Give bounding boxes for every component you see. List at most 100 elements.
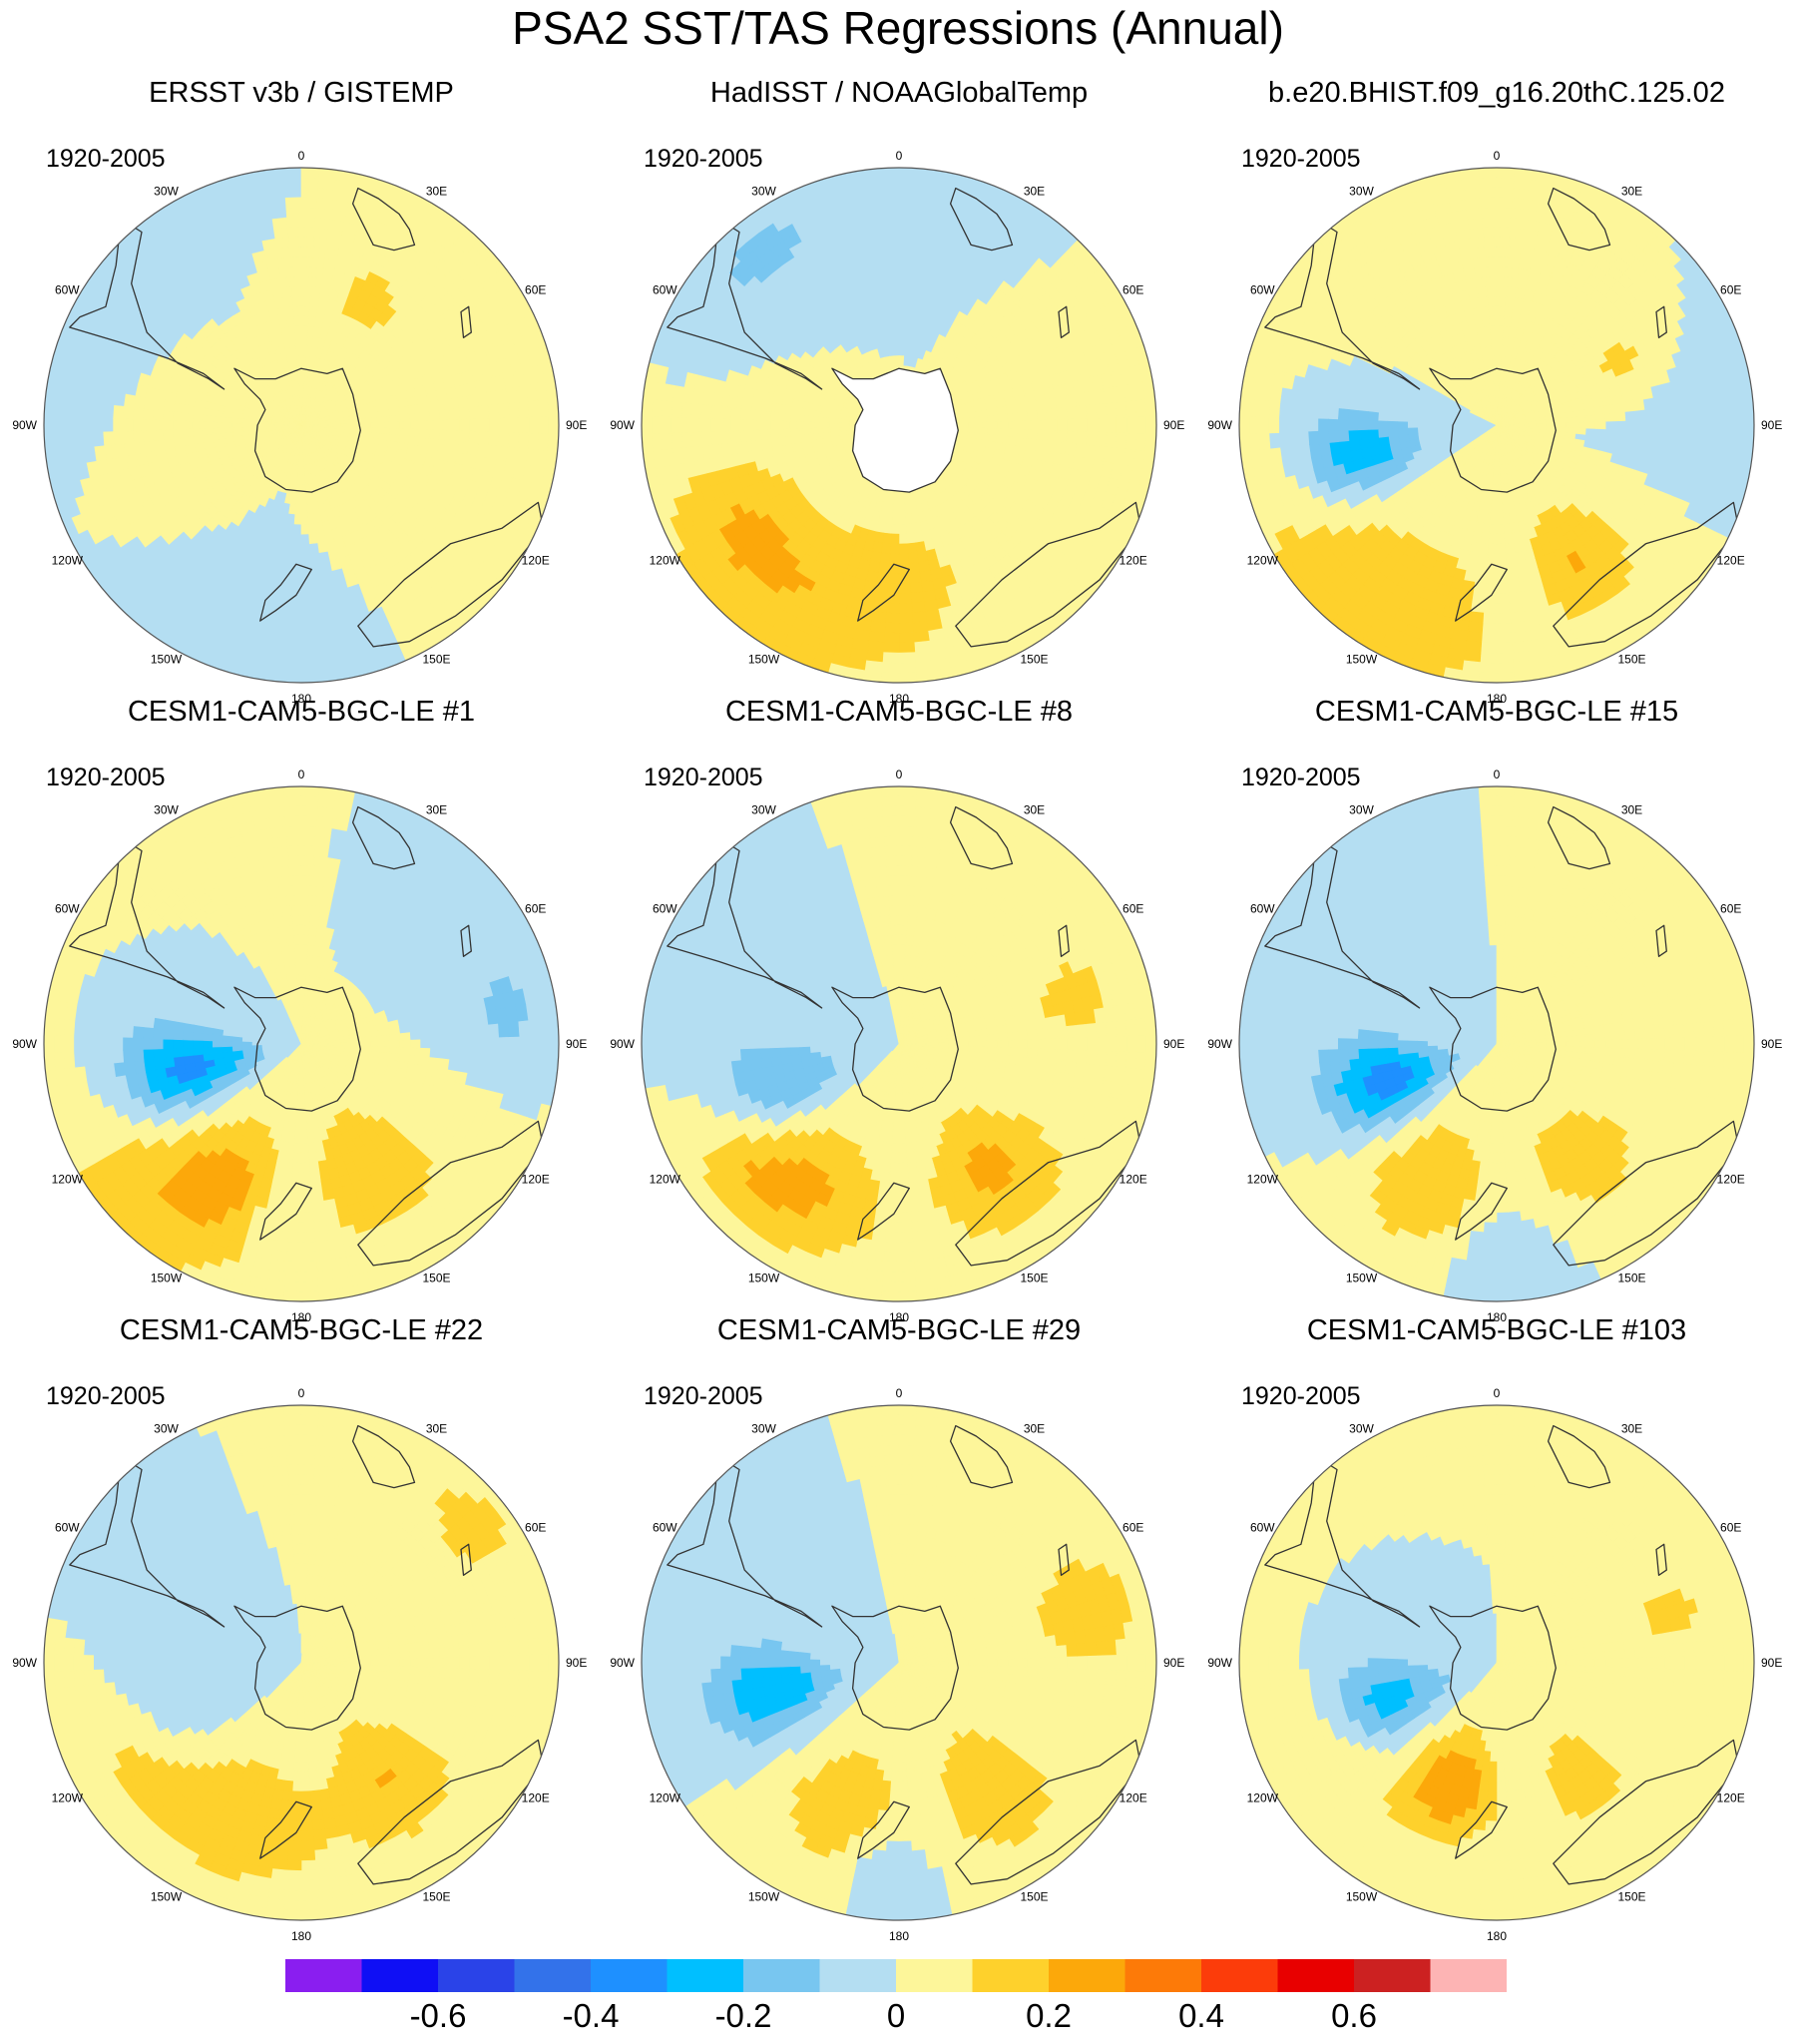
longitude-label: 120W — [1247, 554, 1279, 568]
longitude-label: 90W — [610, 1037, 635, 1051]
contour-fill — [1239, 1405, 1754, 1920]
panel-title: b.e20.BHIST.f09_g16.20thC.125.02 — [1268, 77, 1725, 109]
longitude-label: 30W — [751, 184, 776, 198]
panel-period: 1920-2005 — [46, 764, 166, 791]
longitude-label: 30E — [1621, 1421, 1642, 1435]
colorbar-tick-label: -0.4 — [563, 1997, 620, 2034]
longitude-label: 0 — [1494, 1386, 1501, 1400]
longitude-label: 0 — [298, 149, 305, 163]
colorbar-swatch — [743, 1959, 820, 1992]
map-outline — [43, 167, 560, 684]
longitude-label: 90W — [12, 418, 37, 432]
longitude-label: 0 — [1494, 149, 1501, 163]
longitude-label: 60E — [1122, 283, 1143, 297]
map-outline — [641, 167, 1157, 684]
longitude-label: 150E — [1020, 653, 1048, 667]
colorbar-tick-label: 0 — [887, 1997, 905, 2034]
map-panel: CESM1-CAM5-BGC-LE #22 1920-2005 0 30E 60E 90E… — [12, 1314, 587, 1943]
longitude-label: 150W — [151, 1272, 183, 1285]
longitude-label: 120W — [650, 554, 681, 568]
longitude-label: 180 — [1487, 1310, 1507, 1324]
panel-title: CESM1-CAM5-BGC-LE #103 — [1307, 1314, 1686, 1346]
longitude-label: 120W — [52, 1173, 84, 1187]
longitude-label: 120W — [52, 554, 84, 568]
map-panel: HadISST / NOAAGlobalTemp 1920-2005 0 30E 60E… — [610, 77, 1184, 706]
longitude-label: 60W — [1250, 1521, 1275, 1535]
longitude-label: 90E — [1761, 1037, 1782, 1051]
longitude-label: 90W — [12, 1037, 37, 1051]
colorbar-swatch — [1201, 1959, 1278, 1992]
longitude-label: 150E — [1617, 1890, 1645, 1904]
longitude-label: 30E — [426, 802, 447, 816]
longitude-label: 120E — [1717, 1173, 1745, 1187]
panel-period: 1920-2005 — [644, 1382, 763, 1410]
colorbar-swatch — [896, 1959, 973, 1992]
colorbar-tick-label: -0.2 — [715, 1997, 772, 2034]
longitude-label: 60W — [55, 283, 80, 297]
longitude-label: 150W — [748, 653, 780, 667]
longitude-label: 30W — [1349, 802, 1374, 816]
map-panel: ERSST v3b / GISTEMP 1920-2005 0 30E 60E 90E 12… — [12, 77, 587, 706]
longitude-label: 90E — [1163, 1656, 1184, 1670]
longitude-label: 120E — [522, 554, 550, 568]
longitude-label: 150W — [1346, 1272, 1378, 1285]
longitude-label: 150E — [1020, 1890, 1048, 1904]
longitude-label: 30W — [1349, 184, 1374, 198]
longitude-label: 120W — [1247, 1173, 1279, 1187]
panel-title: CESM1-CAM5-BGC-LE #8 — [725, 696, 1073, 728]
longitude-label: 60W — [653, 1521, 677, 1535]
panel-period: 1920-2005 — [644, 764, 763, 791]
longitude-label: 60E — [1720, 283, 1741, 297]
longitude-label: 60W — [1250, 902, 1275, 916]
longitude-label: 60E — [1720, 902, 1741, 916]
longitude-label: 60E — [525, 902, 546, 916]
longitude-label: 60E — [525, 283, 546, 297]
map-outline — [1238, 785, 1755, 1302]
longitude-label: 150E — [1020, 1272, 1048, 1285]
contour-fill — [642, 1405, 1156, 1920]
longitude-label: 0 — [1494, 767, 1501, 781]
longitude-label: 120E — [1120, 554, 1147, 568]
longitude-label: 150E — [1617, 1272, 1645, 1285]
colorbar-swatch — [285, 1959, 362, 1992]
colorbar-swatch — [1124, 1959, 1201, 1992]
longitude-label: 30W — [154, 1421, 179, 1435]
longitude-label: 90E — [1163, 1037, 1184, 1051]
longitude-label: 180 — [1487, 1929, 1507, 1943]
map-panel: CESM1-CAM5-BGC-LE #29 1920-2005 0 30E 60E 90E… — [610, 1314, 1184, 1943]
longitude-label: 120W — [650, 1791, 681, 1805]
longitude-label: 60W — [653, 902, 677, 916]
figure-title: PSA2 SST/TAS Regressions (Annual) — [512, 2, 1284, 54]
colorbar-swatch — [819, 1959, 896, 1992]
map-outline — [43, 1404, 560, 1921]
longitude-label: 120E — [522, 1791, 550, 1805]
longitude-label: 150W — [1346, 1890, 1378, 1904]
longitude-label: 90W — [1207, 1037, 1232, 1051]
panel-grid: ERSST v3b / GISTEMP 1920-2005 0 30E 60E 90E 12… — [12, 77, 1782, 1943]
longitude-label: 60E — [1122, 1521, 1143, 1535]
longitude-label: 180 — [889, 1310, 909, 1324]
longitude-label: 0 — [896, 1386, 903, 1400]
contour-fill — [44, 786, 559, 1301]
longitude-label: 30W — [154, 802, 179, 816]
longitude-label: 60W — [55, 902, 80, 916]
longitude-label: 60W — [55, 1521, 80, 1535]
colorbar-swatch — [1277, 1959, 1354, 1992]
colorbar-swatch — [361, 1959, 438, 1992]
longitude-label: 180 — [889, 692, 909, 706]
longitude-label: 120E — [1120, 1791, 1147, 1805]
longitude-label: 90E — [566, 1037, 587, 1051]
longitude-label: 150W — [1346, 653, 1378, 667]
map-outline — [1238, 167, 1755, 684]
longitude-label: 90W — [12, 1656, 37, 1670]
longitude-label: 60W — [653, 283, 677, 297]
map-outline — [641, 1404, 1157, 1921]
coastlines — [667, 187, 1142, 648]
map-outline — [43, 785, 560, 1302]
colorbar-tick-label: -0.6 — [410, 1997, 467, 2034]
longitude-label: 180 — [889, 1929, 909, 1943]
contour-fill — [1239, 786, 1754, 1301]
coastlines — [667, 1424, 1142, 1885]
colorbar: -0.6 -0.4 -0.2 0 0.2 0.4 0.6 — [285, 1959, 1507, 2034]
